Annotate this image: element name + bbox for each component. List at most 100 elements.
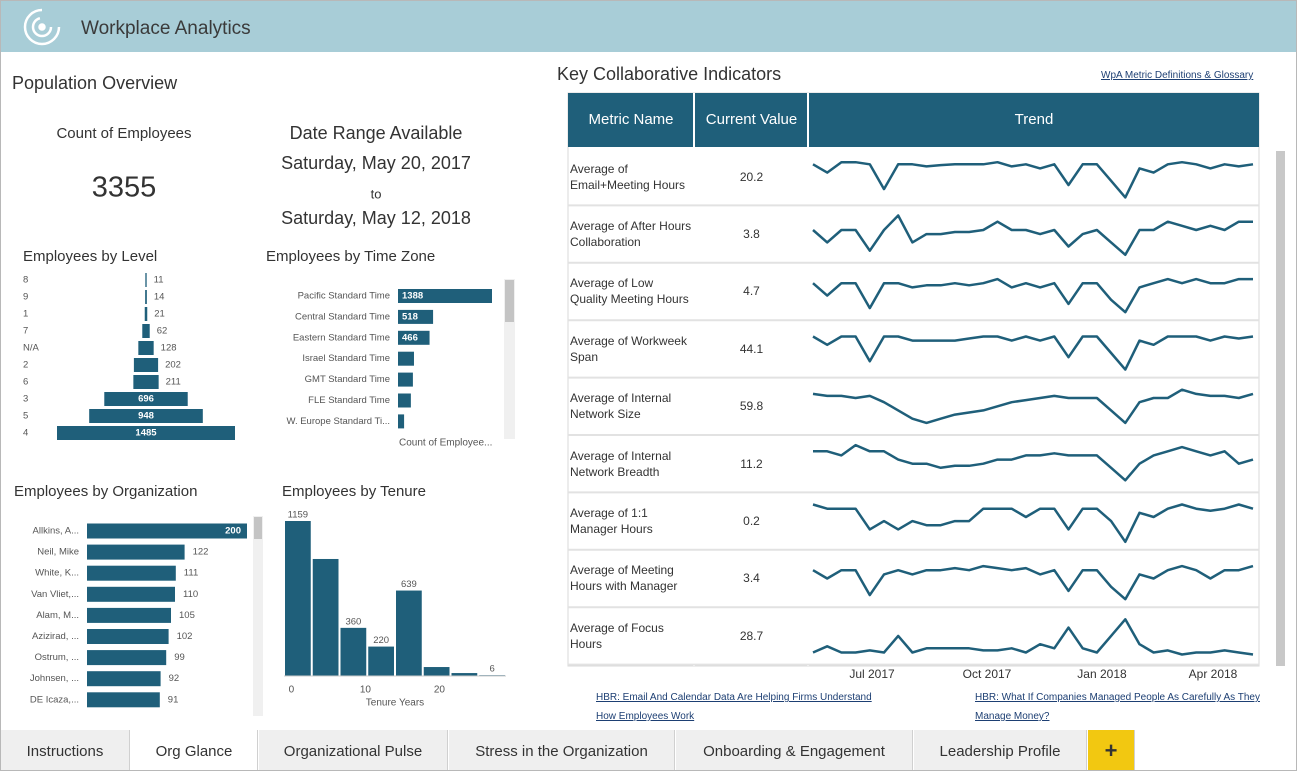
metric-name: Average of Focus Hours bbox=[570, 620, 664, 651]
value-label: 518 bbox=[402, 311, 418, 322]
tab[interactable]: Onboarding & Engagement bbox=[676, 730, 913, 770]
scrollbar[interactable] bbox=[253, 516, 263, 716]
scrollbar-thumb[interactable] bbox=[505, 280, 514, 322]
article-link[interactable]: HBR: Email And Calendar Data Are Helping… bbox=[596, 692, 872, 722]
count-label: Count of Employees bbox=[56, 125, 191, 142]
article-link[interactable]: HBR: What If Companies Managed People As… bbox=[975, 692, 1260, 722]
bar bbox=[368, 646, 394, 676]
metric-value: 59.8 bbox=[739, 399, 764, 414]
axis-label: Tenure Years bbox=[366, 698, 424, 709]
glossary-link[interactable]: WpA Metric Definitions & Glossary bbox=[1101, 70, 1254, 81]
category-label: Johnsen, ... bbox=[30, 673, 79, 684]
value-label: 200 bbox=[225, 526, 241, 537]
tab[interactable]: + bbox=[1088, 730, 1135, 770]
tab[interactable]: Instructions bbox=[1, 730, 130, 770]
value-label: 110 bbox=[183, 589, 198, 600]
bar bbox=[340, 627, 367, 676]
bar bbox=[312, 558, 339, 676]
value-label: 62 bbox=[157, 326, 168, 337]
bar bbox=[144, 307, 148, 321]
value-label: 102 bbox=[177, 631, 193, 642]
bar bbox=[87, 544, 185, 560]
bar bbox=[398, 414, 405, 429]
bar bbox=[138, 341, 154, 355]
scrollbar-thumb[interactable] bbox=[254, 517, 262, 539]
category-label: Pacific Standard Time bbox=[298, 291, 390, 302]
value-label: 1159 bbox=[288, 510, 308, 521]
tab[interactable]: Org Glance bbox=[131, 730, 258, 770]
value-label: 91 bbox=[168, 694, 179, 705]
section-title: Key Collaborative Indicators bbox=[557, 64, 781, 84]
metric-value: 3.8 bbox=[743, 227, 760, 242]
metric-value: 11.2 bbox=[740, 456, 763, 471]
axis-label: Count of Employee... bbox=[399, 438, 492, 449]
value-label: 202 bbox=[165, 360, 181, 371]
chart-title: Employees by Organization bbox=[14, 483, 197, 500]
value-label: 360 bbox=[345, 616, 361, 627]
trend-line bbox=[812, 335, 1254, 371]
tab[interactable]: Stress in the Organization bbox=[449, 730, 675, 770]
column-header: Metric Name bbox=[588, 111, 674, 128]
category-label: Azizirad, ... bbox=[32, 631, 79, 642]
bar bbox=[398, 351, 414, 366]
category-label: W. Europe Standard Ti... bbox=[287, 416, 391, 427]
metric-value: 0.2 bbox=[743, 514, 760, 529]
metric-name: Average of Meeting Hours with Manager bbox=[570, 563, 678, 594]
x-tick-label: 20 bbox=[434, 685, 446, 696]
value-label: 948 bbox=[138, 411, 154, 422]
category-label: N/A bbox=[23, 343, 40, 354]
section-title: Population Overview bbox=[12, 73, 178, 93]
bar bbox=[87, 671, 161, 687]
category-label: 9 bbox=[23, 292, 28, 303]
category-label: White, K... bbox=[35, 568, 79, 579]
value-label: 21 bbox=[154, 309, 165, 320]
value-label: 11 bbox=[154, 275, 164, 286]
metric-name: Average of After Hours Collaboration bbox=[570, 219, 692, 250]
trend-line bbox=[812, 160, 1254, 199]
metric-value: 20.2 bbox=[739, 169, 764, 184]
category-label: Israel Standard Time bbox=[302, 353, 390, 364]
trend-line bbox=[813, 443, 1254, 482]
column-header: Trend bbox=[1014, 111, 1054, 128]
metric-name: Average of Internal Network Size bbox=[570, 391, 672, 422]
bar bbox=[133, 375, 159, 389]
metric-value: 3.4 bbox=[743, 571, 760, 586]
metric-value: 4.7 bbox=[743, 284, 760, 299]
category-label: 4 bbox=[23, 428, 28, 439]
chart-title: Employees by Time Zone bbox=[266, 248, 435, 265]
category-label: Alam, M... bbox=[36, 610, 79, 621]
category-label: 2 bbox=[23, 360, 28, 371]
tab[interactable]: Leadership Profile bbox=[914, 730, 1087, 770]
header-bar bbox=[1, 1, 1296, 52]
column-header: Current Value bbox=[705, 111, 798, 128]
metric-name: Average of 1:1 Manager Hours bbox=[570, 506, 653, 537]
bar bbox=[87, 650, 167, 666]
bar bbox=[57, 426, 235, 440]
bar bbox=[423, 667, 450, 676]
scrollbar[interactable] bbox=[504, 279, 515, 439]
category-label: 8 bbox=[23, 275, 28, 286]
bar bbox=[104, 392, 188, 406]
table-header bbox=[568, 93, 1259, 147]
category-label: DE Icaza,... bbox=[30, 694, 79, 705]
bar bbox=[133, 358, 159, 372]
category-label: Allkins, A... bbox=[33, 526, 79, 537]
value-label: 639 bbox=[401, 579, 417, 590]
value-label: 99 bbox=[174, 652, 185, 663]
trend-line bbox=[812, 277, 1253, 314]
bar bbox=[145, 290, 147, 304]
tab[interactable]: Organizational Pulse bbox=[259, 730, 448, 770]
value-label: 1485 bbox=[135, 428, 157, 439]
date-end: Saturday, May 12, 2018 bbox=[281, 208, 471, 228]
value-label: 128 bbox=[161, 343, 177, 354]
category-label: 7 bbox=[23, 326, 28, 337]
bar bbox=[87, 565, 176, 581]
trend-line bbox=[812, 503, 1254, 544]
category-label: Van Vliet,... bbox=[31, 589, 79, 600]
logo bbox=[23, 8, 61, 46]
scrollbar[interactable] bbox=[1276, 151, 1285, 666]
value-label: 122 bbox=[193, 547, 209, 558]
value-label: 696 bbox=[138, 394, 154, 405]
count-value: 3355 bbox=[92, 172, 157, 204]
x-tick-label: Oct 2017 bbox=[963, 667, 1012, 681]
